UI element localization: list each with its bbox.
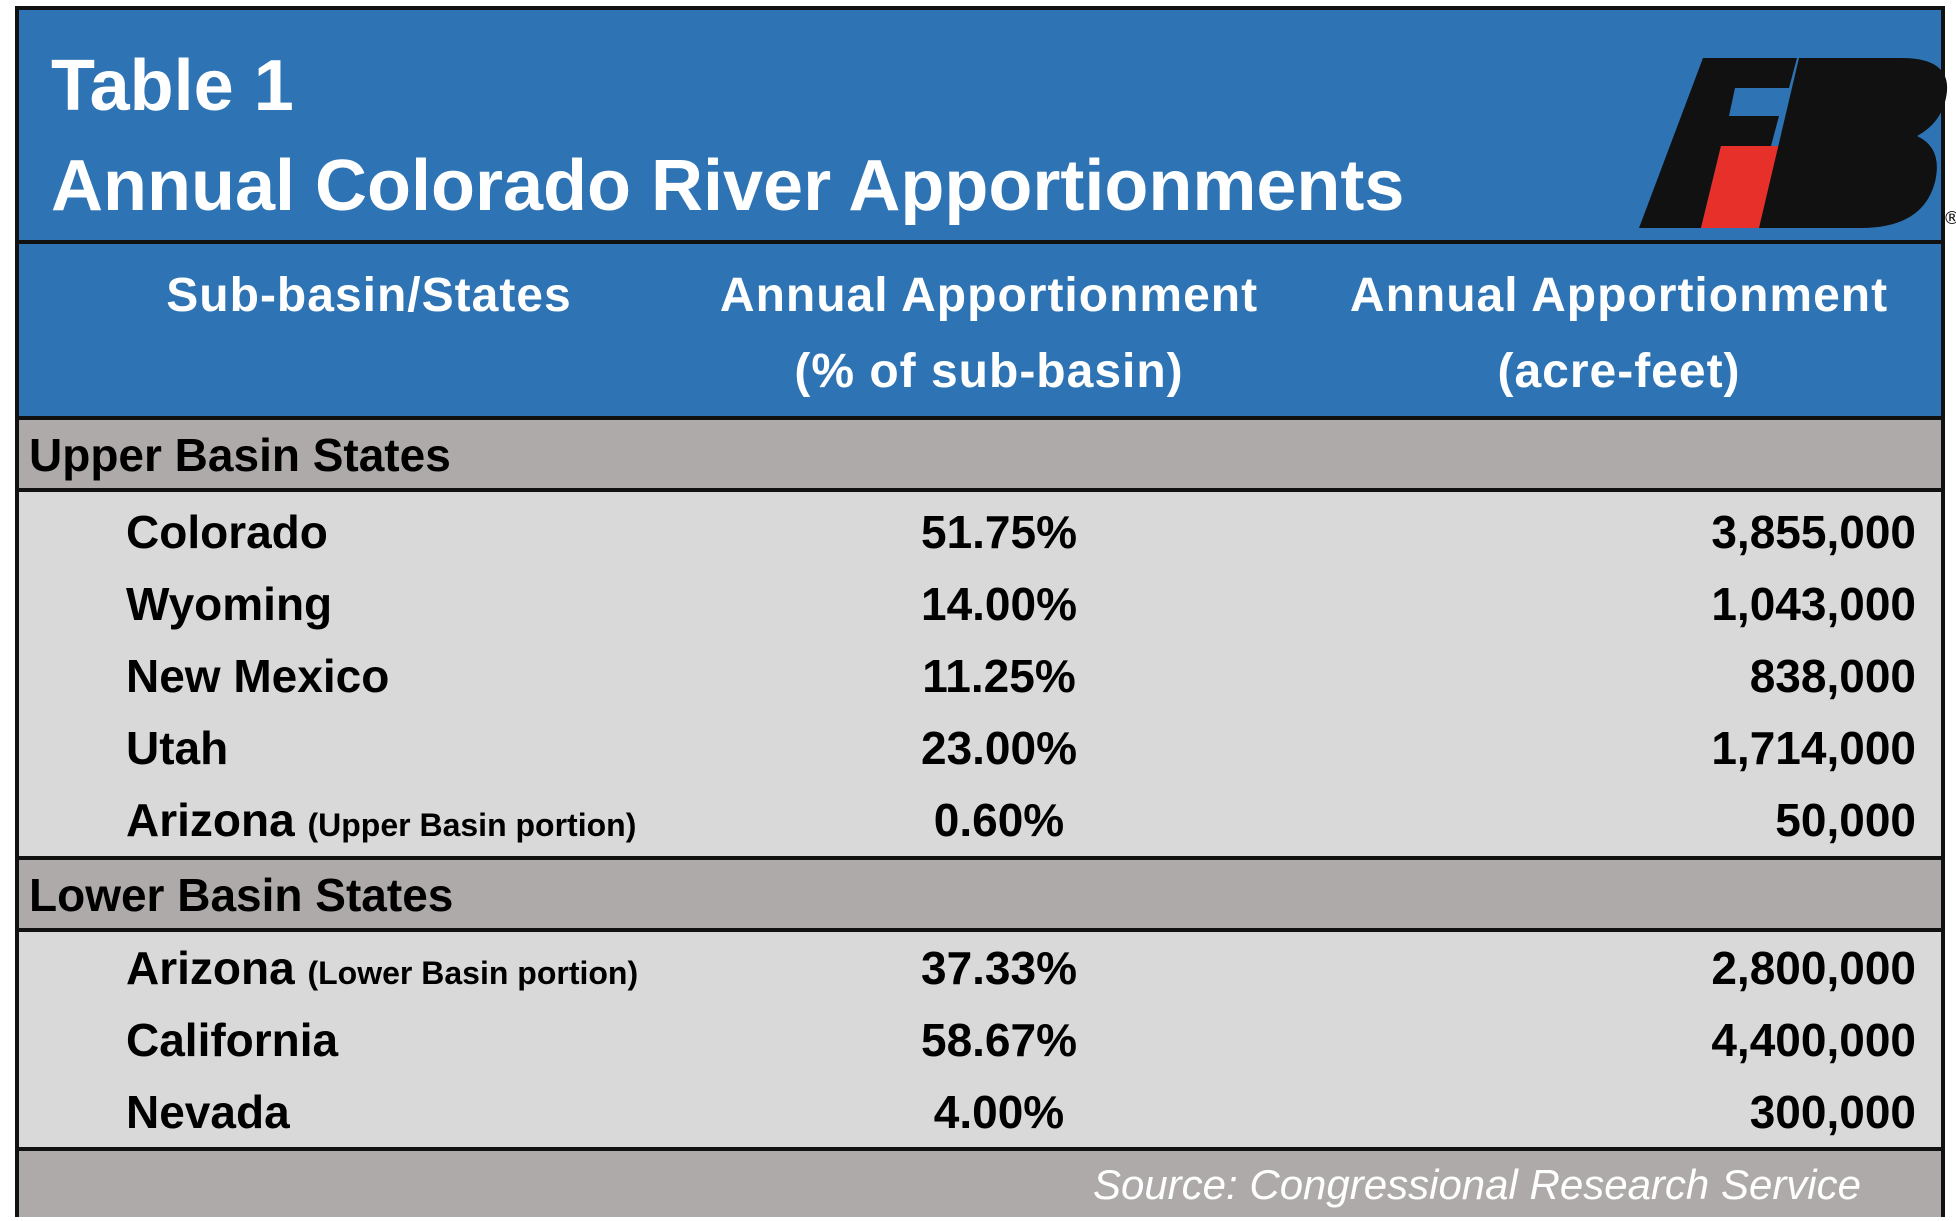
column-header-percent: Annual Apportionment (% of sub-basin) [719, 269, 1259, 398]
percent-value: 4.00% [933, 1086, 1065, 1138]
percent-value: 37.33% [920, 942, 1077, 994]
table-row: Arizona (Upper Basin portion) 0.60% 50,0… [19, 784, 1941, 856]
table-row: Nevada 4.00% 300,000 [19, 1076, 1941, 1148]
table-title: Annual Colorado River Apportionments [51, 146, 1405, 226]
table-row: Utah 23.00% 1,714,000 [19, 712, 1941, 784]
source-footer: Source: Congressional Research Service [19, 1147, 1941, 1217]
percent-value: 51.75% [920, 506, 1077, 558]
state-name: California [126, 1014, 339, 1066]
registered-mark: ® [1943, 208, 1956, 228]
farm-bureau-logo-icon: ® [1639, 58, 1956, 228]
acre-feet-value: 4,400,000 [1711, 1014, 1916, 1066]
section-header-lower-basin: Lower Basin States [19, 856, 1941, 932]
acre-feet-value: 300,000 [1749, 1086, 1916, 1138]
state-name: Utah [126, 722, 229, 774]
percent-value: 11.25% [922, 650, 1076, 702]
percent-value: 0.60% [933, 794, 1065, 846]
state-name: Wyoming [126, 578, 333, 630]
section-header-upper-basin: Upper Basin States [19, 420, 1941, 492]
percent-value: 23.00% [920, 722, 1077, 774]
table-row: New Mexico 11.25% 838,000 [19, 640, 1941, 712]
acre-feet-value: 2,800,000 [1711, 942, 1916, 994]
table-row: Wyoming 14.00% 1,043,000 [19, 568, 1941, 640]
column-header-states: Sub-basin/States [166, 269, 572, 322]
acre-feet-value: 1,714,000 [1711, 722, 1916, 774]
state-name: Arizona (Upper Basin portion) [126, 794, 637, 846]
acre-feet-value: 3,855,000 [1711, 506, 1916, 558]
state-name: New Mexico [126, 650, 390, 702]
state-note: (Lower Basin portion) [307, 955, 639, 991]
acre-feet-value: 50,000 [1775, 794, 1916, 846]
column-header-row: Sub-basin/States Annual Apportionment (%… [19, 244, 1941, 420]
state-note: (Upper Basin portion) [307, 807, 637, 843]
table-number: Table 1 [51, 46, 294, 126]
column-header-acre-feet: Annual Apportionment (acre-feet) [1349, 269, 1889, 398]
state-name: Nevada [126, 1086, 290, 1138]
acre-feet-value: 838,000 [1749, 650, 1916, 702]
source-note: Source: Congressional Research Service [1092, 1161, 1861, 1208]
table-row: Colorado 51.75% 3,855,000 [19, 496, 1941, 568]
table-row: Arizona (Lower Basin portion) 37.33% 2,8… [19, 932, 1941, 1004]
table-frame: Table 1 Annual Colorado River Apportionm… [15, 6, 1956, 1217]
percent-value: 58.67% [920, 1014, 1077, 1066]
percent-value: 14.00% [920, 578, 1077, 630]
state-name: Arizona (Lower Basin portion) [126, 942, 639, 994]
acre-feet-value: 1,043,000 [1711, 578, 1916, 630]
table-row: California 58.67% 4,400,000 [19, 1004, 1941, 1076]
title-bar: Table 1 Annual Colorado River Apportionm… [19, 10, 1956, 244]
state-name: Colorado [126, 506, 328, 558]
